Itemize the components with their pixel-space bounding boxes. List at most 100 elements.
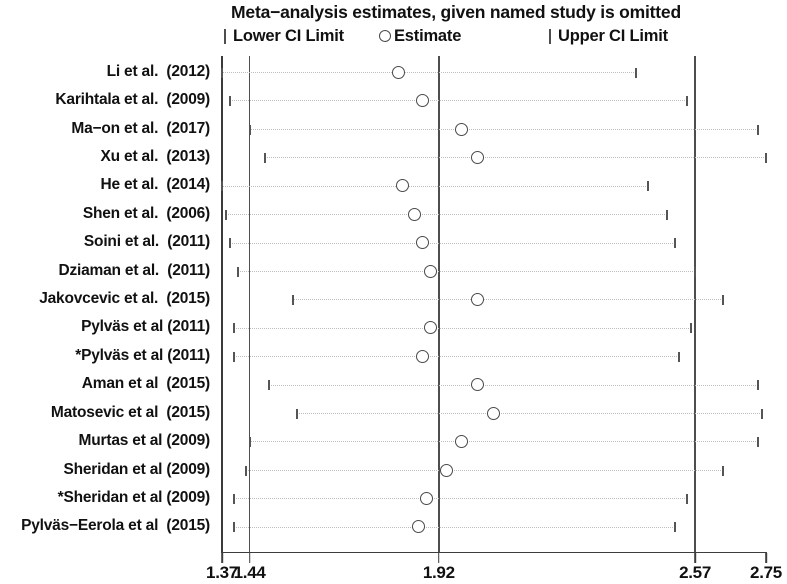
ci-dotted-line — [229, 242, 676, 244]
study-label: *Sheridan et al (2009) — [57, 489, 211, 507]
upper-ci-tick — [694, 266, 697, 277]
study-label: Shen et al. (2006) — [82, 204, 210, 222]
ci-dotted-line — [249, 441, 759, 443]
upper-ci-tick — [686, 494, 689, 504]
estimate-point — [392, 65, 406, 79]
ci-dotted-line — [225, 214, 668, 216]
study-label: Aman et al (2015) — [81, 375, 210, 393]
lower-ci-tick — [291, 295, 294, 306]
estimate-point — [455, 122, 469, 136]
legend-upper-ci: Upper CI Limit — [549, 26, 668, 46]
upper-ci-tick — [757, 124, 760, 135]
x-axis-tick-label: 2.75 — [750, 562, 782, 582]
estimate-point — [455, 435, 469, 449]
study-label: He et al. (2014) — [100, 176, 211, 194]
study-label: Murtas et al (2009) — [78, 432, 211, 450]
legend-lower-ci: Lower CI Limit — [224, 26, 344, 46]
overall-estimate-line — [438, 56, 440, 552]
study-label: Pylväs−Eerola et al (2015) — [21, 517, 210, 535]
ci-dotted-line — [222, 72, 636, 73]
ci-dotted-line — [233, 327, 692, 329]
study-label: Dziaman et al. (2011) — [58, 261, 210, 279]
estimate-point — [416, 94, 430, 108]
lower-ci-tick — [224, 209, 227, 220]
study-label: Pylväs et al (2011) — [81, 318, 210, 336]
study-label: Soini et al. (2011) — [83, 233, 210, 251]
estimate-point — [412, 520, 426, 534]
lower-ci-tick — [295, 408, 298, 419]
estimate-point — [487, 406, 500, 420]
upper-ci-tick — [765, 152, 767, 163]
study-label: Ma−on et al. (2017) — [71, 119, 210, 137]
lower-ci-tick — [248, 124, 251, 135]
ci-dotted-line — [245, 469, 723, 471]
ci-dotted-line — [269, 384, 759, 386]
estimate-point — [423, 264, 437, 278]
estimate-point — [416, 236, 430, 250]
x-axis-tick-label: 1.37 — [206, 562, 238, 582]
upper-ci-tick — [674, 238, 677, 249]
upper-ci-tick — [757, 380, 760, 391]
legend-estimate: Estimate — [379, 26, 461, 46]
study-label: Karihtala et al. (2009) — [55, 91, 210, 109]
estimate-point — [408, 207, 422, 221]
lower-ci-tick — [221, 67, 223, 78]
ci-dotted-line — [233, 526, 676, 528]
lower-ci-tick — [232, 351, 235, 362]
upper-ci-tick — [666, 209, 669, 220]
upper-ci-tick — [634, 67, 637, 78]
upper-ci-tick — [757, 437, 760, 448]
lower-ci-tick — [244, 465, 247, 476]
legend-lower-ci-label: Lower CI Limit — [233, 26, 344, 45]
lower-ci-tick — [268, 380, 271, 391]
upper-ci-tick — [674, 522, 677, 533]
ci-dotted-line — [237, 270, 696, 272]
lower-ci-tick — [248, 437, 251, 448]
study-label: Sheridan et al (2009) — [63, 460, 210, 478]
estimate-point — [419, 492, 433, 505]
study-label: Jakovcevic et al. (2015) — [39, 290, 210, 308]
x-axis-tick-label: 1.44 — [233, 562, 266, 582]
axis-min-line — [220, 56, 224, 552]
upper-ci-tick — [678, 351, 681, 362]
x-axis-tick — [765, 552, 767, 563]
lower-ci-tick — [228, 96, 231, 107]
chart-title: Meta−analysis estimates, given named stu… — [231, 2, 681, 22]
x-axis-tick — [248, 552, 251, 563]
x-axis-tick-label: 1.92 — [422, 562, 455, 582]
upper-ci-tick — [721, 295, 724, 306]
lower-ci-tick-icon — [224, 28, 226, 44]
lower-ci-tick — [232, 323, 235, 334]
study-label: Xu et al. (2013) — [100, 148, 211, 166]
estimate-circle-icon — [379, 30, 391, 42]
upper-ci-tick — [761, 408, 764, 419]
x-axis-tick — [694, 552, 696, 563]
x-axis-tick — [221, 552, 223, 563]
ci-dotted-line — [292, 299, 723, 301]
estimate-point — [471, 378, 485, 392]
lower-ci-tick — [232, 494, 235, 504]
ci-dotted-line — [265, 157, 766, 159]
estimate-point — [439, 463, 453, 477]
ci-dotted-line — [296, 413, 763, 415]
x-axis-tick — [437, 552, 440, 563]
x-axis-line — [220, 551, 768, 554]
upper-ci-line — [694, 56, 696, 552]
upper-ci-tick — [646, 181, 649, 192]
ci-dotted-line — [222, 185, 648, 187]
legend-estimate-label: Estimate — [394, 26, 462, 45]
ci-dotted-line — [229, 100, 688, 102]
estimate-point — [416, 349, 430, 363]
study-label: Matosevic et al (2015) — [50, 403, 210, 421]
estimate-point — [471, 293, 485, 307]
ci-dotted-line — [249, 128, 759, 130]
upper-ci-tick-icon — [549, 28, 551, 44]
estimate-point — [396, 179, 410, 193]
ci-dotted-line — [233, 498, 688, 500]
ci-dotted-line — [233, 356, 680, 358]
estimate-point — [471, 150, 485, 164]
lower-ci-tick — [236, 266, 239, 277]
lower-ci-tick — [264, 152, 267, 163]
legend-upper-ci-label: Upper CI Limit — [558, 26, 668, 45]
